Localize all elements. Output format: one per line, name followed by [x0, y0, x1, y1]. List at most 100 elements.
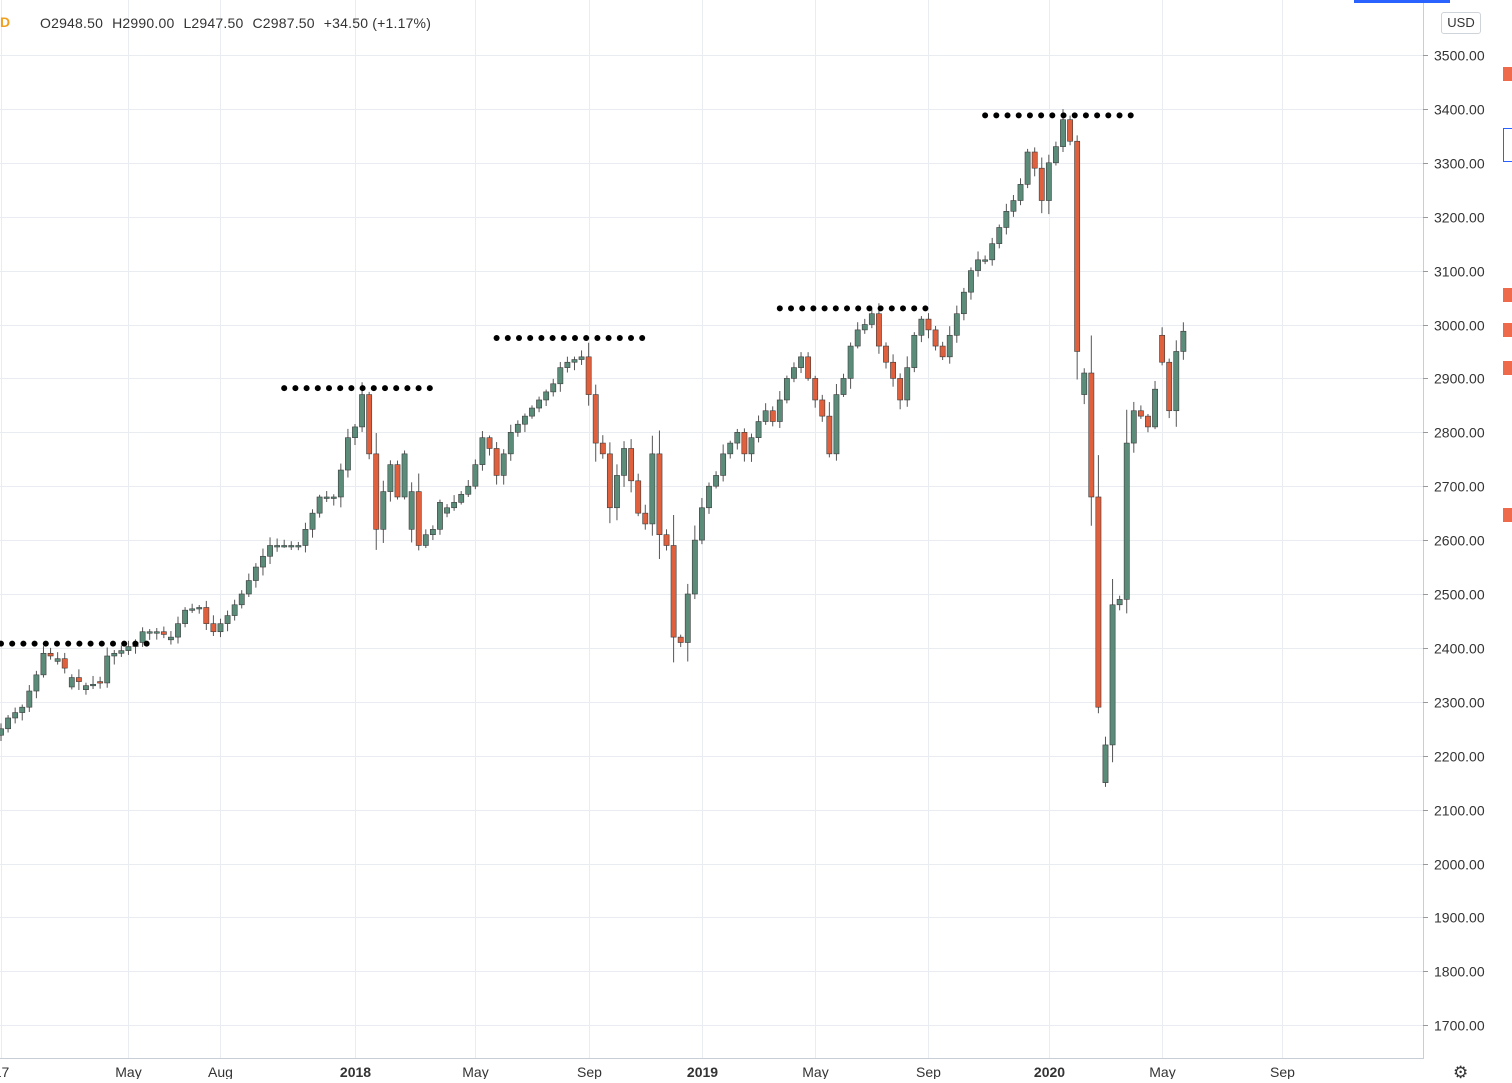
candle-body: [1081, 372, 1088, 395]
candle-body: [429, 529, 436, 536]
candle-body: [61, 658, 68, 669]
candle-body: [139, 631, 146, 643]
candle-body: [401, 453, 408, 498]
candle-body: [840, 378, 847, 395]
top-accent-bar: [1354, 0, 1450, 3]
candle-body: [628, 448, 635, 482]
candle-body: [83, 685, 89, 690]
candle-body: [755, 421, 762, 438]
resistance-dot: [415, 385, 422, 392]
candle-body: [663, 534, 670, 546]
candle-body: [33, 674, 40, 692]
candle-body: [252, 566, 259, 581]
candle-body: [713, 475, 719, 487]
candle-body: [373, 453, 380, 530]
resistance-dot: [1026, 112, 1033, 119]
candle-body: [677, 636, 684, 643]
candle-body: [337, 469, 344, 498]
price-alert-marker[interactable]: [1503, 508, 1512, 522]
candle-body: [40, 652, 47, 676]
resistance-dot: [1049, 112, 1056, 119]
resistance-dot: [538, 334, 545, 341]
resistance-dot: [281, 385, 288, 392]
candle-body: [486, 437, 493, 449]
candle-body: [458, 493, 465, 503]
candle-body: [960, 291, 967, 315]
resistance-dot: [583, 334, 590, 341]
y-tick-label: 3300.00: [1434, 156, 1485, 172]
y-tick-label: 1800.00: [1434, 964, 1485, 980]
resistance-dot: [348, 385, 355, 392]
candle-body: [543, 391, 550, 401]
resistance-dot: [0, 640, 4, 647]
candle-body: [656, 453, 663, 536]
resistance-dot: [1060, 112, 1067, 119]
candle-body: [465, 485, 472, 495]
resistance-dot: [132, 640, 139, 647]
candle-body: [706, 485, 712, 509]
side-toolbar-button[interactable]: [1503, 128, 1512, 162]
resistance-dot: [54, 640, 60, 647]
candle-body: [968, 270, 974, 293]
resistance-dot: [776, 305, 783, 312]
candle-body: [783, 378, 790, 401]
y-tick-label: 2200.00: [1434, 749, 1485, 765]
candle-body: [1166, 361, 1173, 412]
resistance-dot: [594, 334, 601, 341]
gear-icon[interactable]: ⚙: [1453, 1063, 1469, 1082]
resistance-dot: [65, 640, 72, 647]
y-tick-label: 2700.00: [1434, 479, 1485, 495]
resistance-dot: [900, 305, 906, 312]
resistance-dot: [337, 385, 344, 392]
resistance-dot: [404, 385, 411, 392]
x-tick-label: 2019: [687, 1064, 718, 1079]
x-tick-label: May: [1149, 1064, 1175, 1079]
resistance-dot: [1015, 112, 1022, 119]
candle-body: [345, 437, 351, 471]
candle-body: [932, 329, 939, 347]
y-tick-label: 3400.00: [1434, 102, 1485, 118]
resistance-dot: [493, 334, 500, 341]
ohlc-low: L2947.50: [183, 15, 244, 31]
price-alert-marker[interactable]: [1503, 361, 1512, 375]
resistance-dot: [121, 640, 128, 647]
resistance-dot: [605, 334, 612, 341]
candle-body: [599, 442, 606, 455]
candle-body: [125, 646, 132, 651]
candle-body: [1137, 410, 1144, 417]
candle-body: [437, 502, 443, 530]
candle-body: [748, 437, 755, 455]
candle-body: [798, 356, 804, 368]
price-alert-marker[interactable]: [1503, 288, 1512, 302]
x-tick-label: 2018: [340, 1064, 371, 1079]
resistance-dot: [31, 640, 38, 647]
candle-body: [182, 609, 188, 624]
candle-body: [876, 313, 882, 347]
candle-body: [444, 507, 450, 514]
candle-body: [1045, 162, 1052, 201]
candle-body: [111, 652, 118, 657]
candle-body: [1010, 200, 1017, 212]
resistance-dot: [922, 305, 929, 312]
candle-body: [231, 604, 238, 616]
price-alert-marker[interactable]: [1503, 67, 1512, 81]
candle-body: [260, 555, 266, 568]
candle-body: [805, 356, 812, 379]
price-alert-marker[interactable]: [1503, 323, 1512, 337]
resistance-dot: [888, 305, 895, 312]
candle-body: [691, 539, 698, 595]
candle-body: [1145, 415, 1151, 428]
resistance-dot: [1082, 112, 1089, 119]
currency-button[interactable]: USD: [1441, 12, 1481, 34]
y-tick-label: 3000.00: [1434, 318, 1485, 334]
candle-body: [1159, 334, 1166, 363]
candle-body: [514, 423, 521, 433]
symbol-badge[interactable]: D: [0, 14, 11, 30]
candle-body: [5, 717, 11, 730]
candle-body: [996, 227, 1003, 244]
candle-body: [1053, 146, 1059, 164]
candle-body: [238, 593, 245, 606]
candle-body: [274, 545, 281, 548]
resistance-dot: [799, 305, 806, 312]
